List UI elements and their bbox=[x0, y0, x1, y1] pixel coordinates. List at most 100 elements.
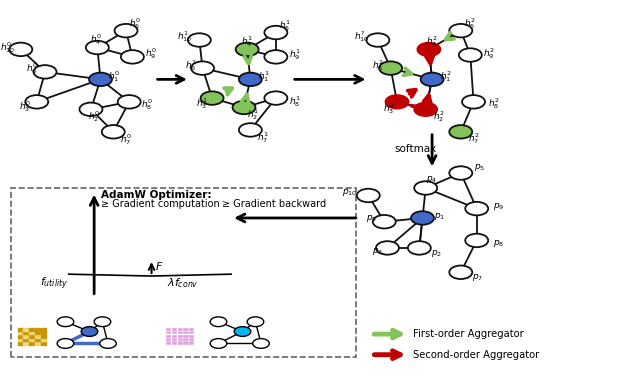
Bar bbox=[184, 338, 189, 341]
Bar bbox=[184, 341, 189, 344]
Bar bbox=[189, 335, 195, 338]
Circle shape bbox=[239, 73, 262, 86]
Circle shape bbox=[236, 42, 259, 56]
Circle shape bbox=[81, 327, 98, 337]
Text: $h_4^1$: $h_4^1$ bbox=[241, 34, 253, 49]
Text: $p_3$: $p_3$ bbox=[371, 246, 383, 257]
Bar bbox=[166, 341, 172, 344]
Text: $h_6^2$: $h_6^2$ bbox=[371, 58, 383, 73]
Circle shape bbox=[100, 339, 116, 348]
Text: $h_{10}^0$: $h_{10}^0$ bbox=[1, 40, 16, 55]
Circle shape bbox=[89, 73, 112, 86]
Text: First-order Aggregator: First-order Aggregator bbox=[413, 329, 524, 339]
Text: $h_1^1$: $h_1^1$ bbox=[258, 69, 270, 84]
Text: $h_3^1$: $h_3^1$ bbox=[196, 96, 208, 111]
Text: $h_7^0$: $h_7^0$ bbox=[120, 132, 132, 147]
Bar bbox=[166, 335, 172, 338]
Circle shape bbox=[239, 123, 262, 137]
Circle shape bbox=[115, 24, 138, 37]
Bar bbox=[24, 331, 29, 335]
Bar bbox=[35, 341, 40, 344]
Bar bbox=[172, 341, 177, 344]
Bar bbox=[189, 331, 195, 335]
Bar bbox=[35, 331, 40, 335]
Circle shape bbox=[118, 95, 141, 109]
Text: $h_3^0$: $h_3^0$ bbox=[19, 99, 31, 114]
Bar bbox=[178, 328, 183, 331]
Circle shape bbox=[25, 95, 48, 109]
Circle shape bbox=[253, 339, 269, 348]
Bar bbox=[24, 335, 29, 338]
Circle shape bbox=[414, 103, 437, 116]
Circle shape bbox=[357, 189, 380, 202]
Bar bbox=[189, 328, 195, 331]
Circle shape bbox=[459, 48, 482, 62]
Circle shape bbox=[210, 339, 227, 348]
Bar bbox=[40, 338, 46, 341]
Circle shape bbox=[57, 339, 74, 348]
Text: $h_5^0$: $h_5^0$ bbox=[129, 16, 141, 30]
Text: $h_9^0$: $h_9^0$ bbox=[145, 46, 157, 61]
Text: $h_3^2$: $h_3^2$ bbox=[383, 101, 395, 116]
Text: $p_5$: $p_5$ bbox=[367, 213, 378, 224]
Circle shape bbox=[232, 101, 255, 114]
Circle shape bbox=[367, 33, 389, 47]
Circle shape bbox=[264, 91, 287, 105]
Bar bbox=[35, 338, 40, 341]
Text: $\lambda f_{conv}$: $\lambda f_{conv}$ bbox=[168, 277, 199, 290]
Circle shape bbox=[414, 181, 437, 195]
Text: ≥ Gradient backward: ≥ Gradient backward bbox=[221, 199, 326, 209]
Bar bbox=[40, 331, 46, 335]
Circle shape bbox=[234, 327, 251, 337]
Circle shape bbox=[247, 317, 264, 327]
Bar bbox=[178, 341, 183, 344]
Text: $p_9$: $p_9$ bbox=[493, 201, 504, 212]
Circle shape bbox=[449, 24, 472, 37]
Text: $p_2$: $p_2$ bbox=[431, 248, 442, 259]
Bar bbox=[18, 338, 23, 341]
Bar bbox=[184, 335, 189, 338]
Bar bbox=[172, 331, 177, 335]
Bar bbox=[18, 335, 23, 338]
Circle shape bbox=[210, 317, 227, 327]
Text: $h_7^1$: $h_7^1$ bbox=[257, 130, 269, 145]
Text: $h_6^1$: $h_6^1$ bbox=[185, 58, 196, 73]
Circle shape bbox=[86, 41, 109, 54]
Bar bbox=[189, 341, 195, 344]
Text: $f_{utility}$: $f_{utility}$ bbox=[40, 275, 68, 292]
Circle shape bbox=[79, 103, 102, 116]
Bar bbox=[24, 328, 29, 331]
Text: $h_{10}^?$: $h_{10}^?$ bbox=[354, 30, 369, 44]
Text: $h_9^1$: $h_9^1$ bbox=[289, 47, 301, 62]
Circle shape bbox=[191, 61, 214, 75]
Bar bbox=[166, 338, 172, 341]
Text: Second-order Aggregator: Second-order Aggregator bbox=[413, 350, 540, 360]
Circle shape bbox=[57, 317, 74, 327]
Text: $h_7^2$: $h_7^2$ bbox=[468, 131, 480, 146]
Bar bbox=[35, 335, 40, 338]
Bar bbox=[29, 328, 35, 331]
Circle shape bbox=[420, 73, 444, 86]
Bar bbox=[184, 331, 189, 335]
Bar bbox=[184, 328, 189, 331]
Bar bbox=[24, 341, 29, 344]
Bar bbox=[189, 338, 195, 341]
Text: $p_4$: $p_4$ bbox=[426, 174, 437, 185]
Circle shape bbox=[264, 26, 287, 39]
Circle shape bbox=[449, 125, 472, 138]
Text: $h_5^2$: $h_5^2$ bbox=[464, 16, 476, 30]
Bar bbox=[29, 338, 35, 341]
Bar bbox=[166, 328, 172, 331]
Circle shape bbox=[188, 33, 211, 47]
Circle shape bbox=[376, 241, 399, 255]
Circle shape bbox=[465, 202, 488, 215]
Bar bbox=[18, 341, 23, 344]
Bar bbox=[35, 328, 40, 331]
Bar bbox=[29, 331, 35, 335]
Text: $p_8$: $p_8$ bbox=[493, 238, 504, 249]
Text: $h_1^2$: $h_1^2$ bbox=[440, 69, 452, 84]
Bar bbox=[24, 338, 29, 341]
Text: AdamW Optimizer:: AdamW Optimizer: bbox=[100, 191, 211, 200]
Bar bbox=[172, 338, 177, 341]
Circle shape bbox=[449, 166, 472, 180]
